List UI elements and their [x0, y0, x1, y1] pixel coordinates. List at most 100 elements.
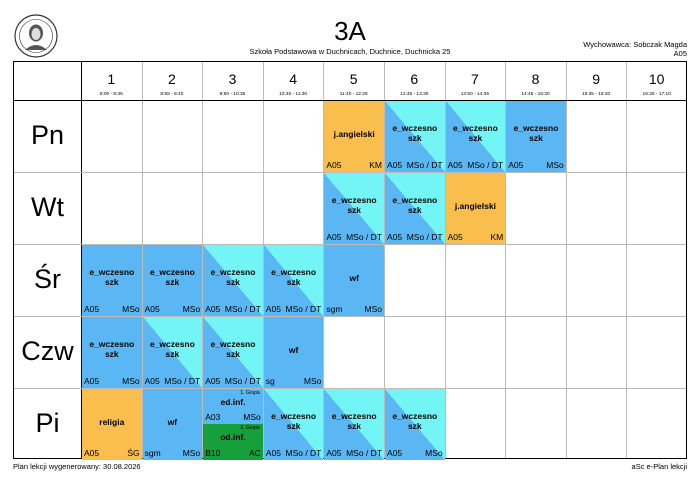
lesson-group: 2. Grupa	[240, 425, 260, 431]
lesson-room: A05	[205, 304, 221, 314]
period-time: 11:40 - 12:25	[339, 92, 368, 97]
lesson-group: 1. Grupa	[240, 390, 260, 396]
lesson-cell[interactable]: wf sg MSo	[263, 317, 324, 388]
period-time: 8:00 - 8:45	[99, 92, 123, 97]
grid-column-line	[141, 62, 143, 458]
grid-column-line	[262, 62, 264, 458]
lesson-subject: e_wczesno szk	[392, 123, 438, 143]
period-number: 9	[592, 71, 600, 87]
lesson-teacher: MSo / DT	[346, 448, 382, 458]
lesson-cell[interactable]: e_wczesno szk A05 MSo / DT	[445, 101, 506, 172]
lesson-room: sgm	[326, 304, 343, 314]
grid-row-line	[14, 244, 686, 245]
lesson-subject: e_wczesno szk	[210, 339, 256, 359]
lesson-room: A05	[265, 448, 281, 458]
day-label: Wt	[31, 192, 64, 222]
school-name: Szkoła Podstawowa w Duchnicach, Duchnice…	[249, 47, 451, 56]
lesson-subject: j.angielski	[333, 129, 375, 139]
lesson-room: A05	[326, 232, 342, 242]
generated-date: Plan lekcji wygenerowany: 30.08.2026	[13, 462, 141, 471]
lesson-cell[interactable]: e_wczesno szk A05 MSo / DT	[263, 389, 324, 460]
lesson-teacher: MSo / DT	[164, 376, 201, 386]
period-number: 7	[470, 71, 479, 87]
lesson-subject: e_wczesno szk	[89, 339, 135, 359]
lesson-subject: e_wczesno szk	[331, 411, 377, 431]
lesson-cell[interactable]: e_wczesno szk A05 MSo / DT	[263, 245, 324, 316]
lesson-cell[interactable]: j.angielski A05 KM	[324, 101, 384, 172]
grid-column-line	[202, 62, 204, 458]
lesson-teacher: MSo	[303, 376, 322, 386]
lesson-teacher: KM	[490, 232, 504, 242]
lesson-cell[interactable]: j.angielski A05 KM	[445, 173, 506, 244]
grid-column-line	[384, 62, 385, 458]
lesson-cell[interactable]: e_wczesno szk A05 MSo	[82, 317, 142, 388]
lesson-subject: ed.inf.	[220, 397, 246, 407]
period-time: 14:45 - 15:30	[521, 92, 550, 97]
lesson-teacher: MSo / DT	[406, 160, 443, 170]
lesson-cell[interactable]: e_wczesno szk A05 MSo / DT	[203, 245, 263, 316]
lesson-subject: e_wczesno szk	[149, 339, 195, 359]
lesson-teacher: MSo	[243, 412, 261, 422]
lesson-cell[interactable]: e_wczesno szk A05 MSo	[506, 101, 566, 172]
lesson-cell[interactable]: wf sgm MSo	[324, 245, 384, 316]
grid-column-line	[626, 62, 628, 458]
lesson-room: A05	[387, 232, 403, 242]
lesson-teacher: MSo	[122, 304, 140, 314]
period-time: 9:50 - 10:35	[219, 92, 246, 97]
lesson-subject: e_wczesno szk	[513, 123, 559, 143]
period-time: 15:35 - 16:20	[581, 92, 611, 97]
lesson-teacher: MSo	[182, 304, 201, 314]
lesson-teacher: ŚG	[127, 448, 140, 458]
lesson-cell[interactable]: e_wczesno szk A05 MSo / DT	[142, 317, 203, 388]
lesson-room: A05	[326, 160, 342, 170]
lesson-subject: e_wczesno szk	[271, 267, 317, 287]
lesson-cell[interactable]: religia A05 ŚG	[82, 389, 142, 460]
lesson-cell[interactable]: e_wczesno szk A05 MSo	[142, 245, 203, 316]
lesson-room: A05	[387, 160, 403, 170]
lesson-cell[interactable]: e_wczesno szk A05 MSo / DT	[385, 173, 445, 244]
lesson-room: A05	[508, 160, 524, 170]
lesson-room: sg	[265, 376, 275, 386]
lesson-cell[interactable]: e_wczesno szk A05 MSo	[385, 389, 445, 460]
lesson-subject: e_wczesno szk	[210, 267, 256, 287]
lesson-cell[interactable]: 2. Grupa od.inf. B10 AC	[203, 424, 263, 460]
lesson-room: sgm	[144, 448, 161, 458]
grid-row-line	[14, 100, 686, 101]
lesson-cell[interactable]: e_wczesno szk A05 MSo / DT	[385, 101, 445, 172]
period-time: 10:45 - 11:30	[279, 92, 308, 97]
period-time: 16:25 - 17:10	[642, 92, 671, 97]
grid-column-line	[323, 62, 325, 458]
period-number: 10	[648, 71, 665, 87]
lesson-subject: e_wczesno szk	[89, 267, 135, 287]
lesson-teacher: MSo / DT	[285, 304, 322, 314]
lesson-teacher: MSo	[364, 304, 382, 314]
lesson-room: A05	[84, 376, 100, 386]
lesson-room: A05	[144, 304, 160, 314]
lesson-room: A05	[447, 232, 463, 242]
lesson-room: A05	[447, 160, 463, 170]
period-time: 12:45 - 13:30	[400, 92, 429, 97]
lesson-subject: e_wczesno szk	[271, 411, 317, 431]
grid-column-line	[81, 62, 82, 458]
lesson-teacher: MSo / DT	[285, 448, 322, 458]
lesson-room: A03	[205, 412, 221, 422]
lesson-subject: e_wczesno szk	[392, 195, 438, 215]
lesson-subject: wf	[288, 345, 299, 355]
lesson-cell[interactable]: e_wczesno szk A05 MSo / DT	[203, 317, 263, 388]
lesson-teacher: MSo	[425, 448, 443, 458]
grid-column-line	[505, 62, 507, 458]
lesson-cell[interactable]: e_wczesno szk A05 MSo / DT	[324, 173, 384, 244]
homeroom-room: A05	[673, 49, 687, 58]
lesson-room: A05	[326, 448, 342, 458]
lesson-cell[interactable]: 1. Grupa ed.inf. A03 MSo	[203, 389, 263, 424]
period-number: 1	[107, 71, 116, 87]
lesson-cell[interactable]: e_wczesno szk A05 MSo / DT	[324, 389, 384, 460]
lesson-room: A05	[387, 448, 403, 458]
lesson-cell[interactable]: e_wczesno szk A05 MSo	[82, 245, 142, 316]
period-time: 13:50 - 14:35	[460, 92, 490, 97]
lesson-subject: j.angielski	[454, 201, 496, 211]
lesson-cell[interactable]: wf sgm MSo	[142, 389, 203, 460]
lesson-teacher: MSo / DT	[224, 376, 261, 386]
lesson-room: A05	[144, 376, 160, 386]
lesson-teacher: MSo	[546, 160, 564, 170]
